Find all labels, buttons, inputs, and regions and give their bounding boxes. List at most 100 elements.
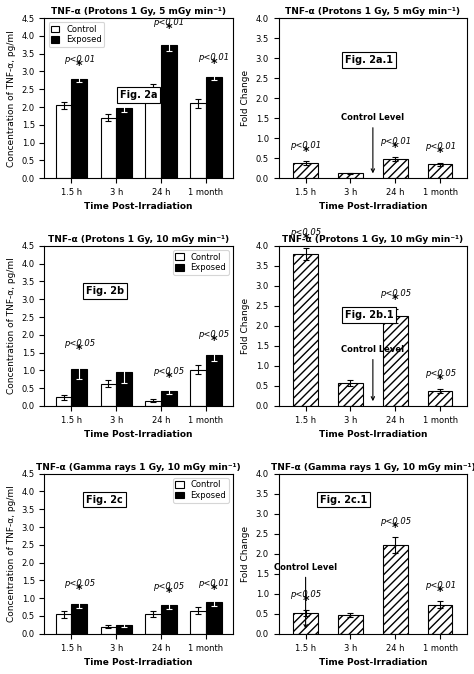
Text: p<0.01: p<0.01 [290,141,321,150]
Text: Control Level: Control Level [274,563,337,627]
Text: p<0.05: p<0.05 [64,579,95,588]
Bar [190,611,206,634]
Bar [428,164,453,178]
Text: *: * [166,22,172,35]
Text: p<0.01: p<0.01 [154,18,184,27]
Legend: Control, Exposed: Control, Exposed [173,478,228,503]
Bar [206,355,222,406]
X-axis label: Time Post-Irradiation: Time Post-Irradiation [319,658,427,667]
Text: *: * [392,141,399,154]
Text: p<0.01: p<0.01 [64,55,95,64]
Bar [293,254,318,406]
Text: *: * [76,583,82,596]
Bar [383,159,408,178]
Text: *: * [166,586,172,599]
Text: *: * [437,585,443,598]
Y-axis label: Concentration of TNF-α, pg/ml: Concentration of TNF-α, pg/ml [7,30,16,166]
Bar [190,370,206,406]
Bar [55,105,72,178]
Bar [116,372,132,406]
Title: TNF-α (Protons 1 Gy, 5 mGy min⁻¹): TNF-α (Protons 1 Gy, 5 mGy min⁻¹) [285,7,460,16]
Text: *: * [392,521,399,534]
Text: Fig. 2a.1: Fig. 2a.1 [345,55,392,65]
Text: p<0.01: p<0.01 [380,137,411,146]
Text: Fig. 2b.1: Fig. 2b.1 [345,310,393,320]
Text: p<0.05: p<0.05 [290,590,321,599]
Text: *: * [302,145,309,158]
Y-axis label: Fold Change: Fold Change [241,526,250,582]
Bar [338,615,363,634]
Text: p<0.05: p<0.05 [154,367,184,376]
Text: Fig. 2b: Fig. 2b [86,286,124,296]
Bar [383,545,408,634]
Y-axis label: Fold Change: Fold Change [241,298,250,354]
Text: p<0.01: p<0.01 [425,581,456,590]
Text: p<0.05: p<0.05 [154,582,184,590]
Bar [55,614,72,634]
Text: p<0.05: p<0.05 [380,517,411,526]
Bar [161,605,177,634]
Text: p<0.01: p<0.01 [425,142,456,152]
Text: Control Level: Control Level [341,113,404,172]
Text: Fig. 2c.1: Fig. 2c.1 [320,495,367,505]
X-axis label: Time Post-Irradiation: Time Post-Irradiation [84,430,193,439]
Bar [161,391,177,406]
Bar [72,603,87,634]
Bar [100,384,116,406]
Text: p<0.05: p<0.05 [64,339,95,348]
Bar [338,383,363,406]
Bar [72,79,87,178]
Text: *: * [76,343,82,356]
Text: *: * [210,57,217,70]
Bar [206,603,222,634]
Bar [116,625,132,634]
Text: *: * [302,594,309,607]
Text: *: * [76,59,82,72]
Text: p<0.05: p<0.05 [198,330,229,339]
Bar [72,369,87,406]
Bar [116,108,132,178]
Bar [100,627,116,634]
Legend: Control, Exposed: Control, Exposed [49,22,104,47]
Bar [293,613,318,634]
Text: *: * [302,232,309,245]
Text: *: * [392,293,399,305]
Text: *: * [166,371,172,384]
Text: *: * [210,583,217,596]
X-axis label: Time Post-Irradiation: Time Post-Irradiation [319,430,427,439]
Text: p<0.05: p<0.05 [290,228,321,237]
Title: TNF-α (Protons 1 Gy, 10 mGy min⁻¹): TNF-α (Protons 1 Gy, 10 mGy min⁻¹) [283,235,464,244]
Text: *: * [437,373,443,386]
Y-axis label: Fold Change: Fold Change [241,70,250,126]
Text: p<0.01: p<0.01 [198,579,229,588]
Bar [55,397,72,406]
Text: p<0.05: p<0.05 [380,288,411,297]
Bar [100,118,116,178]
Bar [146,400,161,406]
Bar [146,89,161,178]
Bar [190,104,206,178]
Text: *: * [437,146,443,159]
Title: TNF-α (Protons 1 Gy, 10 mGy min⁻¹): TNF-α (Protons 1 Gy, 10 mGy min⁻¹) [48,235,229,244]
Bar [428,391,453,406]
Bar [293,163,318,178]
Y-axis label: Concentration of TNF-α, pg/ml: Concentration of TNF-α, pg/ml [7,257,16,394]
Legend: Control, Exposed: Control, Exposed [173,250,228,275]
Text: Fig. 2a: Fig. 2a [120,90,157,100]
Title: TNF-α (Gamma rays 1 Gy, 10 mGy min⁻¹): TNF-α (Gamma rays 1 Gy, 10 mGy min⁻¹) [36,462,241,472]
Y-axis label: Concentration of TNF-α, pg/ml: Concentration of TNF-α, pg/ml [7,485,16,622]
Bar [146,614,161,634]
Title: TNF-α (Gamma rays 1 Gy, 10 mGy min⁻¹): TNF-α (Gamma rays 1 Gy, 10 mGy min⁻¹) [271,462,474,472]
Bar [206,77,222,178]
X-axis label: Time Post-Irradiation: Time Post-Irradiation [319,202,427,212]
Bar [428,605,453,634]
X-axis label: Time Post-Irradiation: Time Post-Irradiation [84,202,193,212]
Text: p<0.01: p<0.01 [198,53,229,62]
Text: Fig. 2c: Fig. 2c [86,495,123,505]
Bar [338,173,363,178]
Text: p<0.05: p<0.05 [425,369,456,377]
X-axis label: Time Post-Irradiation: Time Post-Irradiation [84,658,193,667]
Bar [161,44,177,178]
Bar [383,316,408,406]
Text: *: * [210,334,217,347]
